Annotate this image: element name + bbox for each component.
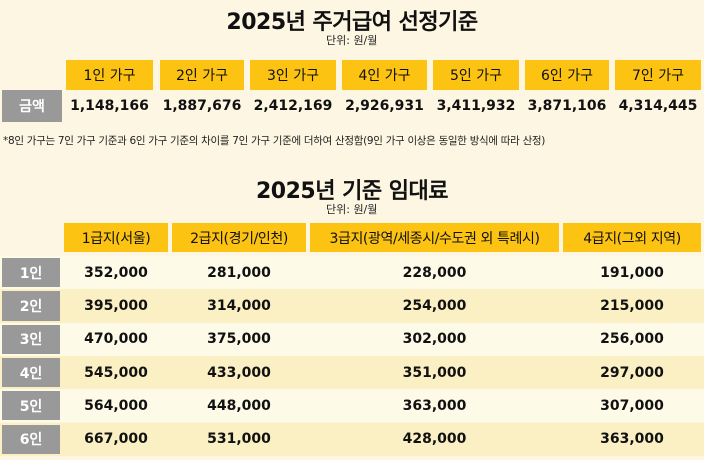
section1-title: 2025년 주거급여 선정기준 — [226, 10, 478, 35]
rent-row-stripe — [0, 422, 704, 456]
rent-cell: 307,000 — [600, 397, 664, 414]
rent-row-stripe — [0, 389, 704, 423]
rent-cell: 352,000 — [84, 264, 148, 281]
rent-cell: 428,000 — [402, 431, 467, 448]
rent-cell: 254,000 — [402, 297, 467, 314]
section1-unit: 단위: 원/월 — [326, 34, 378, 47]
amount-row-header: 금액 — [2, 90, 62, 122]
rent-row-header: 6인 — [2, 424, 60, 454]
rent-cell: 448,000 — [207, 397, 271, 414]
household-col-header-2: 2인 가구 — [160, 60, 244, 90]
rent-row-header: 2인 — [2, 291, 60, 321]
rent-cell: 667,000 — [84, 431, 148, 448]
rent-cell: 470,000 — [84, 331, 148, 348]
rent-row-stripe — [0, 322, 704, 356]
rent-cell: 363,000 — [600, 431, 664, 448]
amount-cell-7: 4,314,445 — [618, 98, 698, 114]
section2-title: 2025년 기준 임대료 — [256, 179, 449, 204]
rent-col-header-4: 4급지(그외 지역) — [563, 223, 701, 252]
rent-cell: 191,000 — [600, 264, 664, 281]
rent-cell: 302,000 — [402, 331, 467, 348]
household-col-header-1: 1인 가구 — [66, 60, 153, 90]
rent-row-header: 5인 — [2, 391, 60, 421]
rent-cell: 531,000 — [207, 431, 271, 448]
rent-cell: 395,000 — [84, 297, 148, 314]
rent-cell: 228,000 — [402, 264, 467, 281]
rent-col-header-2: 2급지(경기/인천) — [172, 223, 306, 252]
rent-row-header: 3인 — [2, 324, 60, 354]
rent-row-stripe — [0, 256, 704, 290]
rent-row-header: 1인 — [2, 258, 60, 288]
household-col-header-5: 5인 가구 — [433, 60, 519, 90]
rent-cell: 363,000 — [402, 397, 467, 414]
household-col-header-7: 7인 가구 — [615, 60, 701, 90]
household-col-header-3: 3인 가구 — [250, 60, 336, 90]
rent-col-header-1: 1급지(서울) — [64, 223, 168, 252]
footnote: *8인 가구는 7인 가구 기준과 6인 가구 기준의 차이를 7인 가구 기준… — [3, 135, 546, 147]
rent-cell: 564,000 — [84, 397, 148, 414]
amount-cell-4: 2,926,931 — [345, 98, 424, 114]
amount-cell-3: 2,412,169 — [253, 98, 333, 114]
rent-cell: 314,000 — [207, 297, 271, 314]
rent-row-header: 4인 — [2, 357, 60, 388]
amount-cell-2: 1,887,676 — [162, 98, 242, 114]
household-col-header-4: 4인 가구 — [342, 60, 427, 90]
rent-row-stripe — [0, 289, 704, 323]
section2-unit: 단위: 원/월 — [326, 203, 378, 216]
rent-cell: 375,000 — [207, 331, 271, 348]
rent-cell: 545,000 — [84, 364, 148, 381]
rent-row-stripe — [0, 355, 704, 390]
rent-cell: 256,000 — [600, 331, 664, 348]
rent-col-header-3: 3급지(광역/세종시/수도권 외 특례시) — [310, 223, 559, 252]
amount-cell-1: 1,148,166 — [70, 98, 149, 114]
rent-cell: 433,000 — [207, 364, 271, 381]
amount-cell-6: 3,871,106 — [527, 98, 607, 114]
rent-cell: 297,000 — [600, 364, 664, 381]
amount-cell-5: 3,411,932 — [436, 98, 516, 114]
rent-cell: 215,000 — [600, 297, 664, 314]
rent-cell: 351,000 — [402, 364, 467, 381]
rent-cell: 281,000 — [207, 264, 271, 281]
household-col-header-6: 6인 가구 — [525, 60, 609, 90]
